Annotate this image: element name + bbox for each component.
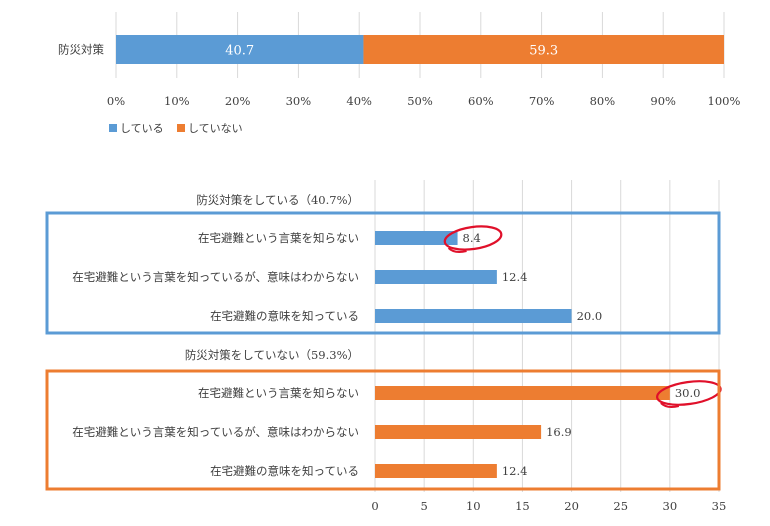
bar-category-label: 在宅避難の意味を知っている bbox=[210, 464, 359, 478]
bar bbox=[375, 386, 670, 400]
bar bbox=[375, 425, 542, 439]
bottom-x-tick-label: 20 bbox=[564, 499, 579, 513]
bar-category-label: 在宅避難という言葉を知っているが、意味はわからない bbox=[72, 270, 359, 284]
bottom-chart-groups: 防災対策をしている（40.7%） 在宅避難という言葉を知らない 8.4 在宅避難という… bbox=[45, 193, 722, 491]
legend-label: している bbox=[120, 122, 164, 135]
bottom-x-tick-label: 5 bbox=[420, 499, 427, 513]
bar-value-label: 16.9 bbox=[546, 425, 572, 439]
top-x-tick-label: 50% bbox=[407, 94, 433, 108]
bar bbox=[375, 309, 572, 323]
top-bar-data-label: 40.7 bbox=[225, 44, 254, 59]
bar-value-label: 30.0 bbox=[675, 386, 701, 400]
bottom-chart-gridlines bbox=[374, 180, 720, 492]
circle-annotation-tail bbox=[447, 247, 467, 253]
bar bbox=[375, 270, 497, 284]
top-x-tick-label: 80% bbox=[590, 94, 616, 108]
group-title: 防災対策をしている（40.7%） bbox=[196, 193, 359, 207]
bar-value-label: 8.4 bbox=[463, 231, 481, 245]
bottom-x-tick-label: 10 bbox=[466, 499, 481, 513]
legend-label: していない bbox=[188, 122, 243, 135]
bar-value-label: 12.4 bbox=[502, 270, 528, 284]
top-x-tick-label: 0% bbox=[107, 94, 125, 108]
bar-category-label: 在宅避難という言葉を知らない bbox=[198, 386, 359, 400]
group-highlight-box bbox=[45, 211, 721, 335]
top-x-tick-label: 10% bbox=[164, 94, 190, 108]
bar bbox=[375, 231, 458, 245]
top-x-tick-label: 60% bbox=[468, 94, 494, 108]
bottom-x-tick-label: 35 bbox=[712, 499, 727, 513]
group-highlight-box bbox=[45, 369, 721, 491]
bottom-x-tick-label: 0 bbox=[371, 499, 378, 513]
top-x-tick-label: 30% bbox=[286, 94, 312, 108]
circle-annotation bbox=[656, 380, 722, 406]
top-x-tick-label: 20% bbox=[225, 94, 251, 108]
legend-swatch bbox=[177, 124, 185, 132]
top-chart-legend: している していない bbox=[109, 122, 243, 135]
bar-value-label: 20.0 bbox=[577, 309, 603, 323]
bottom-x-tick-label: 30 bbox=[663, 499, 678, 513]
bar-category-label: 在宅避難の意味を知っている bbox=[210, 309, 359, 323]
top-bar-data-label: 59.3 bbox=[529, 44, 558, 59]
circle-annotation-tail bbox=[660, 402, 680, 408]
top-chart-x-axis: 0% 10% 20% 30% 40% 50% 60% 70% 80% 90% 100% bbox=[107, 94, 741, 108]
circle-annotation bbox=[443, 225, 503, 251]
top-x-tick-label: 70% bbox=[529, 94, 555, 108]
grouped-bar-chart: 防災対策をしている（40.7%） 在宅避難という言葉を知らない 8.4 在宅避難という… bbox=[45, 180, 726, 513]
legend-swatch bbox=[109, 124, 117, 132]
bottom-chart-x-axis: 0 5 10 15 20 25 30 35 bbox=[371, 499, 726, 513]
top-chart-bars: 40.7 59.3 bbox=[116, 35, 724, 64]
top-bar-segment bbox=[363, 35, 724, 64]
group-title: 防災対策をしていない（59.3%） bbox=[185, 348, 359, 362]
bar-group: 防災対策をしていない（59.3%） 在宅避難という言葉を知らない 30.0 在宅避難と… bbox=[45, 348, 722, 491]
bottom-x-tick-label: 25 bbox=[613, 499, 628, 513]
top-x-tick-label: 40% bbox=[346, 94, 372, 108]
bar-value-label: 12.4 bbox=[502, 464, 528, 478]
top-bar-segment bbox=[116, 35, 364, 64]
bar-group: 防災対策をしている（40.7%） 在宅避難という言葉を知らない 8.4 在宅避難という… bbox=[45, 193, 721, 335]
bar-category-label: 在宅避難という言葉を知っているが、意味はわからない bbox=[72, 425, 359, 439]
top-chart-category-label: 防災対策 bbox=[58, 43, 104, 57]
top-x-tick-label: 100% bbox=[708, 94, 741, 108]
bottom-x-tick-label: 15 bbox=[515, 499, 530, 513]
bar bbox=[375, 464, 497, 478]
stacked-bar-chart: 40.7 59.3 0% 10% 20% 30% 40% 50% 60% 70% 80% 90% 10… bbox=[58, 12, 741, 135]
bar-category-label: 在宅避難という言葉を知らない bbox=[198, 231, 359, 245]
top-x-tick-label: 90% bbox=[650, 94, 676, 108]
